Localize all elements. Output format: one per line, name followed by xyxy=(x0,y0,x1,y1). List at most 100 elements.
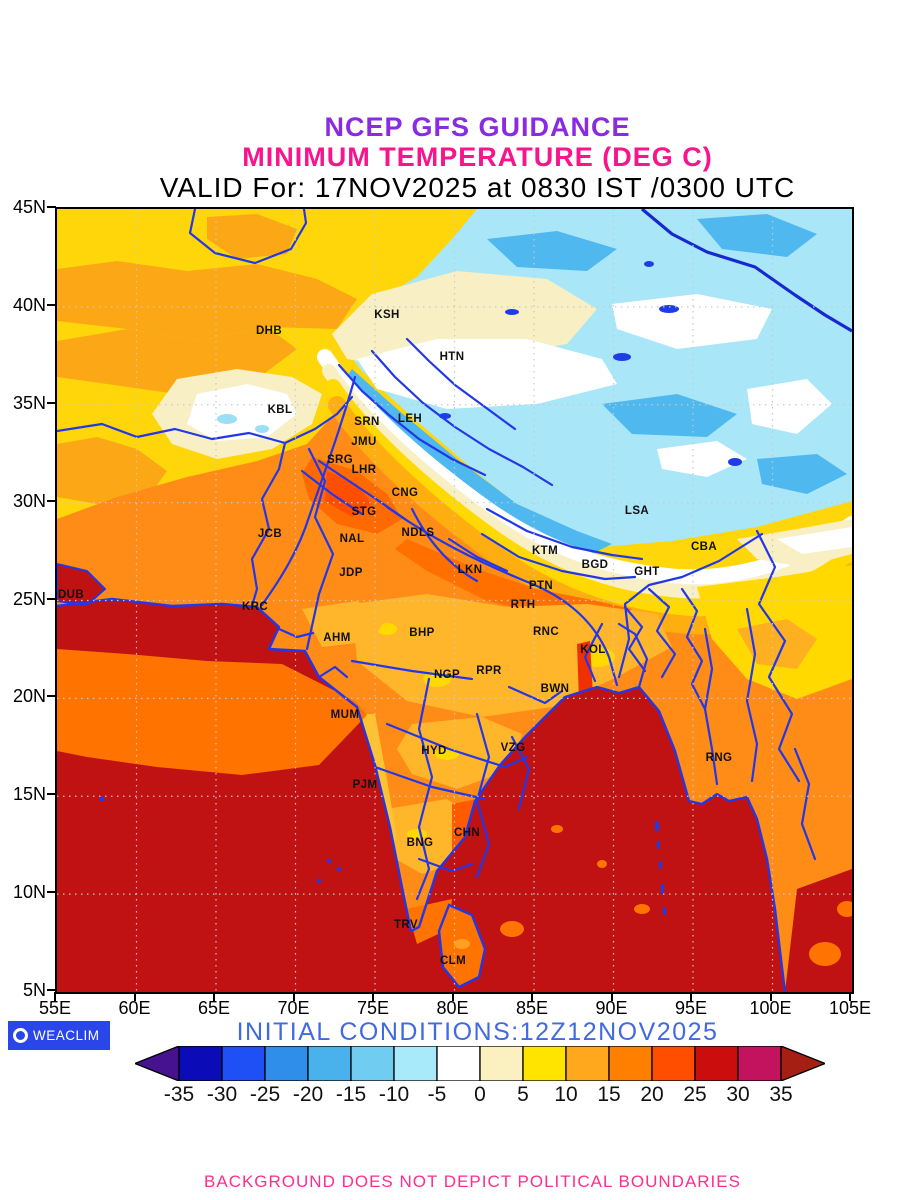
station-label-htn: HTN xyxy=(439,351,465,363)
lat-tick-label: 10N xyxy=(12,882,46,903)
weaclim-logo: WEACLIM xyxy=(8,1021,110,1050)
station-label-ght: GHT xyxy=(634,566,660,578)
station-label-bgd: BGD xyxy=(581,559,609,571)
colorbar-tick-label: -25 xyxy=(249,1083,281,1106)
lon-tick-mark xyxy=(769,992,772,1001)
station-label-rng: RNG xyxy=(705,752,733,764)
station-label-mum: MUM xyxy=(330,709,360,721)
lon-tick-label: 65E xyxy=(197,998,231,1018)
station-label-rth: RTH xyxy=(510,599,536,611)
logo-text: WEACLIM xyxy=(33,1028,100,1043)
lat-tick-label: 5N xyxy=(22,980,46,1000)
lon-tick-mark xyxy=(133,992,136,1001)
logo-ring-icon xyxy=(13,1028,28,1043)
station-label-nal: NAL xyxy=(339,533,365,545)
station-label-bng: BNG xyxy=(406,837,434,849)
chart-subtitle: MINIMUM TEMPERATURE (DEG C) xyxy=(242,142,713,172)
colorbar-tick-label: -10 xyxy=(378,1083,410,1106)
station-label-bwn: BWN xyxy=(540,683,570,695)
colorbar-tick-label: -5 xyxy=(427,1083,447,1106)
station-label-lsa: LSA xyxy=(624,505,650,517)
lat-tick-mark xyxy=(47,989,56,991)
initial-conditions-text: INITIAL CONDITIONS:12Z12NOV2025 xyxy=(236,1018,719,1046)
colorbar-tick-label: 15 xyxy=(597,1083,621,1106)
station-label-rpr: RPR xyxy=(476,665,502,677)
station-label-lhr: LHR xyxy=(351,464,377,476)
colorbar-tick-label: 10 xyxy=(554,1083,578,1106)
station-label-jcb: JCB xyxy=(257,528,283,540)
lon-tick-label: 95E xyxy=(674,998,708,1018)
lat-tick-label: 40N xyxy=(12,294,46,315)
station-label-cba: CBA xyxy=(690,541,718,553)
station-label-ptn: PTN xyxy=(528,580,554,592)
station-label-hyd: HYD xyxy=(421,745,447,757)
lat-tick-label: 15N xyxy=(12,784,46,805)
station-label-kol: KOL xyxy=(580,644,606,656)
station-label-chn: CHN xyxy=(453,827,481,839)
station-label-srg: SRG xyxy=(326,454,354,466)
station-label-vzg: VZG xyxy=(500,742,526,754)
lat-tick-mark xyxy=(47,499,56,502)
station-label-bhp: BHP xyxy=(409,627,435,639)
lon-tick-mark xyxy=(531,992,533,1001)
lat-tick-label: 35N xyxy=(12,392,46,413)
station-label-rnc: RNC xyxy=(532,626,560,638)
chart-title: NCEP GFS GUIDANCE xyxy=(324,112,631,142)
colorbar-tick-label: -35 xyxy=(163,1083,195,1106)
lon-tick-mark xyxy=(213,992,215,1001)
colorbar-gradient xyxy=(133,1045,827,1082)
station-label-dhb: DHB xyxy=(255,325,283,337)
lat-tick-label: 30N xyxy=(12,490,46,511)
colorbar-tick-label: -30 xyxy=(206,1083,238,1106)
lat-tick-label: 45N xyxy=(12,197,46,217)
station-label-ahm: AHM xyxy=(323,632,351,644)
temperature-colorbar: -35 -30 -25 -20 -15 -10 -5 0 5 10 15 20 25 30 35 xyxy=(133,1045,827,1106)
lon-tick-label: 55E xyxy=(38,998,72,1018)
lon-tick-label: 105E xyxy=(828,998,872,1018)
map-canvas: DHB KSH HTN KBL SRN LEH JMU SRG LHR CNG STG NDLS JCB… xyxy=(55,207,854,994)
lon-tick-label: 60E xyxy=(118,998,151,1018)
lat-tick-mark xyxy=(47,793,56,796)
lat-tick-mark xyxy=(47,303,56,306)
station-label-ngp: NGP xyxy=(433,669,461,681)
station-label-trv: TRV xyxy=(394,919,418,931)
station-label-krc: KRC xyxy=(241,601,269,613)
lat-tick-label: 20N xyxy=(12,686,46,707)
station-label-kbl: KBL xyxy=(267,404,293,416)
lat-tick-mark xyxy=(47,206,56,208)
lat-tick-mark xyxy=(47,695,56,698)
station-label-jdp: JDP xyxy=(339,567,363,579)
colorbar-tick-label: -15 xyxy=(335,1083,367,1106)
lon-tick-mark xyxy=(451,992,454,1001)
valid-time-line: VALID For: 17NOV2025 at 0830 IST /0300 U… xyxy=(159,172,796,203)
station-label-leh: LEH xyxy=(397,413,423,425)
station-label-lkn: LKN xyxy=(457,564,483,576)
colorbar-tick-label: 30 xyxy=(726,1083,750,1106)
lon-tick-mark xyxy=(372,992,374,1001)
station-label-ndls: NDLS xyxy=(401,527,435,539)
lon-tick-mark xyxy=(610,992,613,1001)
station-label-srn: SRN xyxy=(354,416,380,428)
colorbar-tick-label: 5 xyxy=(517,1083,529,1106)
station-label-ksh: KSH xyxy=(374,309,400,321)
colorbar-tick-label: 20 xyxy=(640,1083,664,1106)
lon-tick-label: 85E xyxy=(515,998,549,1018)
lon-tick-mark xyxy=(849,992,851,1001)
colorbar-tick-label: -20 xyxy=(292,1083,324,1106)
disclaimer-text: BACKGROUND DOES NOT DEPICT POLITICAL BOU… xyxy=(204,1172,741,1191)
lon-tick-label: 80E xyxy=(436,998,469,1018)
station-labels-layer: DHB KSH HTN KBL SRN LEH JMU SRG LHR CNG STG NDLS JCB… xyxy=(57,209,852,992)
station-label-ktm: KTM xyxy=(531,545,559,557)
lat-tick-mark xyxy=(47,597,56,600)
lon-tick-label: 70E xyxy=(277,998,310,1018)
lon-tick-label: 75E xyxy=(356,998,390,1018)
lat-tick-mark xyxy=(47,401,56,404)
lon-tick-label: 100E xyxy=(749,998,792,1018)
lon-tick-label: 90E xyxy=(595,998,628,1018)
lon-tick-mark xyxy=(690,992,692,1001)
colorbar-tick-label: 35 xyxy=(769,1083,793,1106)
lat-tick-label: 25N xyxy=(12,588,46,609)
station-label-cng: CNG xyxy=(391,487,419,499)
lon-tick-mark xyxy=(54,992,56,1001)
